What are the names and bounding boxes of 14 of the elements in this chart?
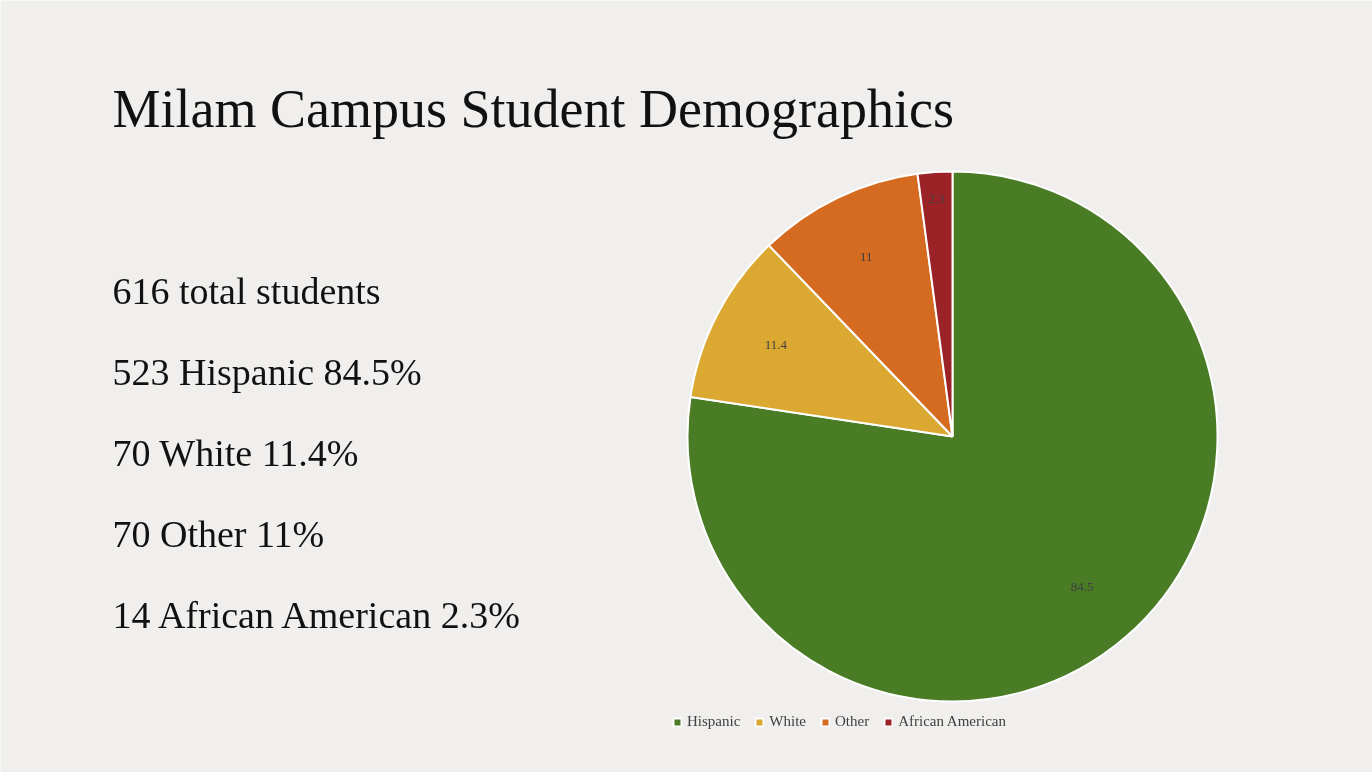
text: 616 total students: [112, 269, 381, 312]
data-label: 84.5: [1070, 579, 1094, 595]
text: 70 Other 11%: [112, 512, 325, 555]
chart-title: Milam Campus Student Demographics: [112, 78, 954, 139]
text: 14 African American 2.3%: [112, 593, 520, 636]
legend-label: Hispanic: [687, 713, 741, 730]
legend-label: White: [769, 713, 806, 730]
data-label: 11.4: [764, 337, 788, 353]
data-label: 2.3: [928, 190, 945, 206]
text: 523 Hispanic 84.5%: [112, 350, 422, 393]
legend-label: African American: [898, 713, 1007, 730]
legend-label: Other: [834, 713, 870, 730]
text: 70 White 11.4%: [112, 431, 359, 474]
data-label: 11: [860, 249, 873, 265]
